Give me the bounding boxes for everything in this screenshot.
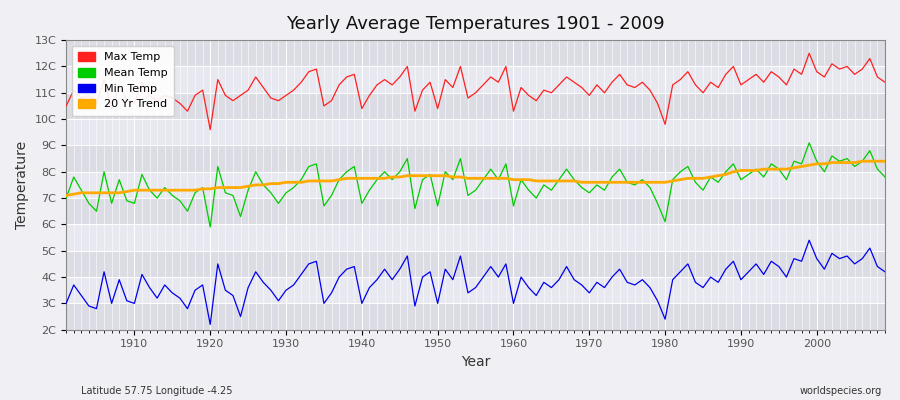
Text: worldspecies.org: worldspecies.org <box>800 386 882 396</box>
Legend: Max Temp, Mean Temp, Min Temp, 20 Yr Trend: Max Temp, Mean Temp, Min Temp, 20 Yr Tre… <box>72 46 175 116</box>
Bar <box>67 172 885 198</box>
Bar <box>67 93 885 119</box>
Text: Latitude 57.75 Longitude -4.25: Latitude 57.75 Longitude -4.25 <box>81 386 232 396</box>
Bar <box>67 224 885 251</box>
Bar <box>67 66 885 93</box>
Bar <box>67 303 885 330</box>
X-axis label: Year: Year <box>461 355 491 369</box>
Bar <box>67 40 885 66</box>
Bar <box>67 251 885 277</box>
Title: Yearly Average Temperatures 1901 - 2009: Yearly Average Temperatures 1901 - 2009 <box>286 15 665 33</box>
Bar <box>67 277 885 303</box>
Bar <box>67 119 885 146</box>
Bar <box>67 198 885 224</box>
Bar <box>67 146 885 172</box>
Y-axis label: Temperature: Temperature <box>15 141 29 229</box>
